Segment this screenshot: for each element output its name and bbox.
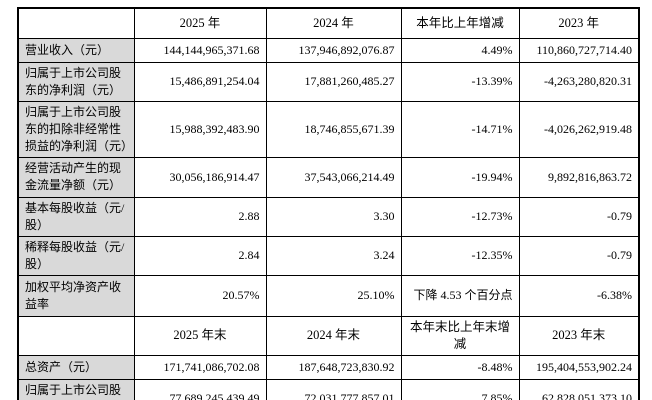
table-row: 基本每股收益（元/股） 2.88 3.30 -12.73% -0.79 bbox=[17, 196, 640, 237]
value-cell: -4,026,262,919.48 bbox=[518, 100, 640, 158]
value-cell: 3.24 bbox=[265, 235, 402, 276]
row-label-revenue: 营业收入（元） bbox=[17, 37, 135, 63]
value-cell: 20.57% bbox=[133, 274, 267, 317]
table-row: 归属于上市公司股东的净资产（元） 77,689,245,439.49 72,03… bbox=[17, 378, 640, 400]
row-label-total-assets: 总资产（元） bbox=[17, 354, 135, 380]
table-row: 归属于上市公司股东的扣除非经常性损益的净利润（元） 15,988,392,483… bbox=[17, 100, 640, 158]
header-yoy-end-change: 本年末比上年末增减 bbox=[400, 315, 520, 356]
table-row: 稀释每股收益（元/股） 2.84 3.24 -12.35% -0.79 bbox=[17, 235, 640, 276]
value-cell: -13.39% bbox=[400, 61, 520, 102]
value-cell: 2.84 bbox=[133, 235, 267, 276]
row-label-net-profit-excl-nonrecurring: 归属于上市公司股东的扣除非经常性损益的净利润（元） bbox=[17, 100, 135, 158]
value-cell: 4.49% bbox=[400, 37, 520, 63]
value-cell: -0.79 bbox=[518, 196, 640, 237]
value-cell: 18,746,855,671.39 bbox=[265, 100, 402, 158]
corner-cell-blank bbox=[17, 315, 135, 356]
header-2025-end: 2025 年末 bbox=[133, 315, 267, 356]
row-label-diluted-eps: 稀释每股收益（元/股） bbox=[17, 235, 135, 276]
value-cell: 195,404,553,902.24 bbox=[518, 354, 640, 380]
header-2024-end: 2024 年末 bbox=[265, 315, 402, 356]
financial-summary-table: 2025 年 2024 年 本年比上年增减 2023 年 营业收入（元） 144… bbox=[17, 7, 640, 400]
value-cell: -6.38% bbox=[518, 274, 640, 317]
value-cell: -0.79 bbox=[518, 235, 640, 276]
value-cell: 137,946,892,076.87 bbox=[265, 37, 402, 63]
section2-header-row: 2025 年末 2024 年末 本年末比上年末增减 2023 年末 bbox=[17, 315, 640, 356]
value-cell: 77,689,245,439.49 bbox=[133, 378, 267, 400]
table-row: 经营活动产生的现金流量净额（元） 30,056,186,914.47 37,54… bbox=[17, 156, 640, 198]
value-cell: 37,543,066,214.49 bbox=[265, 156, 402, 198]
corner-cell-blank bbox=[17, 7, 135, 39]
value-cell: 15,988,392,483.90 bbox=[133, 100, 267, 158]
value-cell: 144,144,965,371.68 bbox=[133, 37, 267, 63]
header-yoy-change: 本年比上年增减 bbox=[400, 7, 520, 39]
value-cell: -8.48% bbox=[400, 354, 520, 380]
value-cell: 下降 4.53 个百分点 bbox=[400, 274, 520, 317]
value-cell: 2.88 bbox=[133, 196, 267, 237]
value-cell: 3.30 bbox=[265, 196, 402, 237]
value-cell: 187,648,723,830.92 bbox=[265, 354, 402, 380]
table-row: 总资产（元） 171,741,086,702.08 187,648,723,83… bbox=[17, 354, 640, 380]
row-label-weighted-avg-roe: 加权平均净资产收益率 bbox=[17, 274, 135, 317]
row-label-operating-cash-flow: 经营活动产生的现金流量净额（元） bbox=[17, 156, 135, 198]
table-row: 营业收入（元） 144,144,965,371.68 137,946,892,0… bbox=[17, 37, 640, 63]
value-cell: -14.71% bbox=[400, 100, 520, 158]
row-label-net-assets: 归属于上市公司股东的净资产（元） bbox=[17, 378, 135, 400]
header-2025: 2025 年 bbox=[133, 7, 267, 39]
value-cell: -12.73% bbox=[400, 196, 520, 237]
value-cell: 15,486,891,254.04 bbox=[133, 61, 267, 102]
row-label-basic-eps: 基本每股收益（元/股） bbox=[17, 196, 135, 237]
value-cell: 110,860,727,714.40 bbox=[518, 37, 640, 63]
header-2023-end: 2023 年末 bbox=[518, 315, 640, 356]
row-label-net-profit: 归属于上市公司股东的净利润（元） bbox=[17, 61, 135, 102]
value-cell: 9,892,816,863.72 bbox=[518, 156, 640, 198]
value-cell: -19.94% bbox=[400, 156, 520, 198]
header-2024: 2024 年 bbox=[265, 7, 402, 39]
section1-header-row: 2025 年 2024 年 本年比上年增减 2023 年 bbox=[17, 7, 640, 39]
value-cell: 62,828,051,373.10 bbox=[518, 378, 640, 400]
value-cell: -12.35% bbox=[400, 235, 520, 276]
header-2023: 2023 年 bbox=[518, 7, 640, 39]
value-cell: 7.85% bbox=[400, 378, 520, 400]
table-row: 加权平均净资产收益率 20.57% 25.10% 下降 4.53 个百分点 -6… bbox=[17, 274, 640, 317]
value-cell: 30,056,186,914.47 bbox=[133, 156, 267, 198]
value-cell: -4,263,280,820.31 bbox=[518, 61, 640, 102]
table-row: 归属于上市公司股东的净利润（元） 15,486,891,254.04 17,88… bbox=[17, 61, 640, 102]
value-cell: 72,031,777,857.01 bbox=[265, 378, 402, 400]
value-cell: 25.10% bbox=[265, 274, 402, 317]
value-cell: 171,741,086,702.08 bbox=[133, 354, 267, 380]
value-cell: 17,881,260,485.27 bbox=[265, 61, 402, 102]
